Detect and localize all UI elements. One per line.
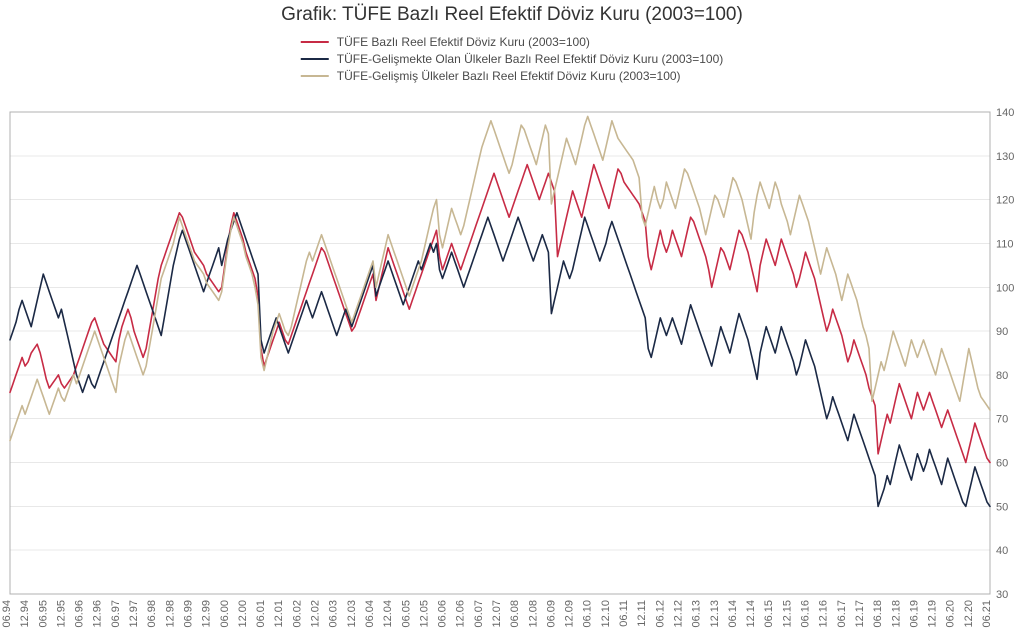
svg-text:06.99: 06.99 bbox=[182, 600, 194, 628]
svg-text:12.97: 12.97 bbox=[128, 600, 140, 628]
svg-text:12.00: 12.00 bbox=[237, 600, 249, 628]
svg-text:40: 40 bbox=[996, 545, 1008, 557]
svg-text:80: 80 bbox=[996, 370, 1008, 382]
svg-text:06.16: 06.16 bbox=[800, 600, 812, 628]
svg-text:12.17: 12.17 bbox=[854, 600, 866, 628]
svg-text:12.05: 12.05 bbox=[418, 600, 430, 628]
svg-text:06.03: 06.03 bbox=[328, 600, 340, 628]
svg-text:90: 90 bbox=[996, 326, 1008, 338]
svg-text:06.97: 06.97 bbox=[110, 600, 122, 628]
svg-text:12.13: 12.13 bbox=[709, 600, 721, 628]
svg-text:12.02: 12.02 bbox=[310, 600, 322, 628]
svg-text:120: 120 bbox=[996, 195, 1014, 207]
svg-text:12.20: 12.20 bbox=[963, 600, 975, 628]
svg-text:06.21: 06.21 bbox=[981, 600, 993, 628]
svg-text:12.07: 12.07 bbox=[491, 600, 503, 628]
plot-area: 30 40 50 60 70 80 90 100 110 120 130 140 06.94 12.94 0… bbox=[0, 0, 1024, 630]
svg-text:06.14: 06.14 bbox=[727, 600, 739, 628]
svg-text:12.98: 12.98 bbox=[164, 600, 176, 628]
svg-text:06.20: 06.20 bbox=[945, 600, 957, 628]
svg-text:12.95: 12.95 bbox=[55, 600, 67, 628]
svg-text:06.98: 06.98 bbox=[146, 600, 158, 628]
svg-text:06.00: 06.00 bbox=[219, 600, 231, 628]
svg-text:06.13: 06.13 bbox=[691, 600, 703, 628]
svg-text:06.95: 06.95 bbox=[37, 600, 49, 628]
svg-text:06.09: 06.09 bbox=[545, 600, 557, 628]
svg-text:12.16: 12.16 bbox=[818, 600, 830, 628]
svg-text:60: 60 bbox=[996, 458, 1008, 470]
svg-text:06.07: 06.07 bbox=[473, 600, 485, 628]
svg-text:12.08: 12.08 bbox=[527, 600, 539, 628]
svg-text:70: 70 bbox=[996, 414, 1008, 426]
svg-text:12.06: 12.06 bbox=[455, 600, 467, 628]
svg-text:12.99: 12.99 bbox=[201, 600, 213, 628]
svg-text:140: 140 bbox=[996, 107, 1014, 119]
svg-text:06.06: 06.06 bbox=[437, 600, 449, 628]
svg-text:12.11: 12.11 bbox=[636, 600, 648, 627]
svg-text:06.15: 06.15 bbox=[763, 600, 775, 628]
svg-text:06.05: 06.05 bbox=[400, 600, 412, 628]
svg-text:12.18: 12.18 bbox=[890, 600, 902, 628]
svg-text:12.03: 12.03 bbox=[346, 600, 358, 628]
svg-text:12.94: 12.94 bbox=[19, 600, 31, 628]
svg-text:12.10: 12.10 bbox=[600, 600, 612, 628]
svg-text:30: 30 bbox=[996, 589, 1008, 601]
svg-text:06.01: 06.01 bbox=[255, 600, 267, 628]
exchange-rate-chart: Grafik: TÜFE Bazlı Reel Efektif Döviz Ku… bbox=[0, 0, 1024, 630]
svg-text:06.17: 06.17 bbox=[836, 600, 848, 628]
svg-text:12.96: 12.96 bbox=[92, 600, 104, 628]
svg-text:06.11: 06.11 bbox=[618, 600, 630, 627]
svg-text:06.94: 06.94 bbox=[1, 600, 13, 628]
svg-text:06.19: 06.19 bbox=[908, 600, 920, 628]
svg-text:50: 50 bbox=[996, 501, 1008, 513]
svg-text:100: 100 bbox=[996, 282, 1014, 294]
svg-text:06.04: 06.04 bbox=[364, 600, 376, 628]
svg-text:12.19: 12.19 bbox=[927, 600, 939, 628]
svg-text:12.09: 12.09 bbox=[564, 600, 576, 628]
svg-text:06.18: 06.18 bbox=[872, 600, 884, 628]
svg-text:12.04: 12.04 bbox=[382, 600, 394, 628]
svg-text:06.08: 06.08 bbox=[509, 600, 521, 628]
svg-text:12.12: 12.12 bbox=[672, 600, 684, 628]
svg-text:110: 110 bbox=[996, 238, 1014, 250]
svg-text:12.14: 12.14 bbox=[745, 600, 757, 628]
svg-text:130: 130 bbox=[996, 151, 1014, 163]
svg-text:06.96: 06.96 bbox=[74, 600, 86, 628]
svg-text:06.10: 06.10 bbox=[582, 600, 594, 628]
svg-text:06.12: 06.12 bbox=[654, 600, 666, 628]
svg-text:12.01: 12.01 bbox=[273, 600, 285, 628]
svg-text:12.15: 12.15 bbox=[781, 600, 793, 628]
svg-text:06.02: 06.02 bbox=[291, 600, 303, 628]
